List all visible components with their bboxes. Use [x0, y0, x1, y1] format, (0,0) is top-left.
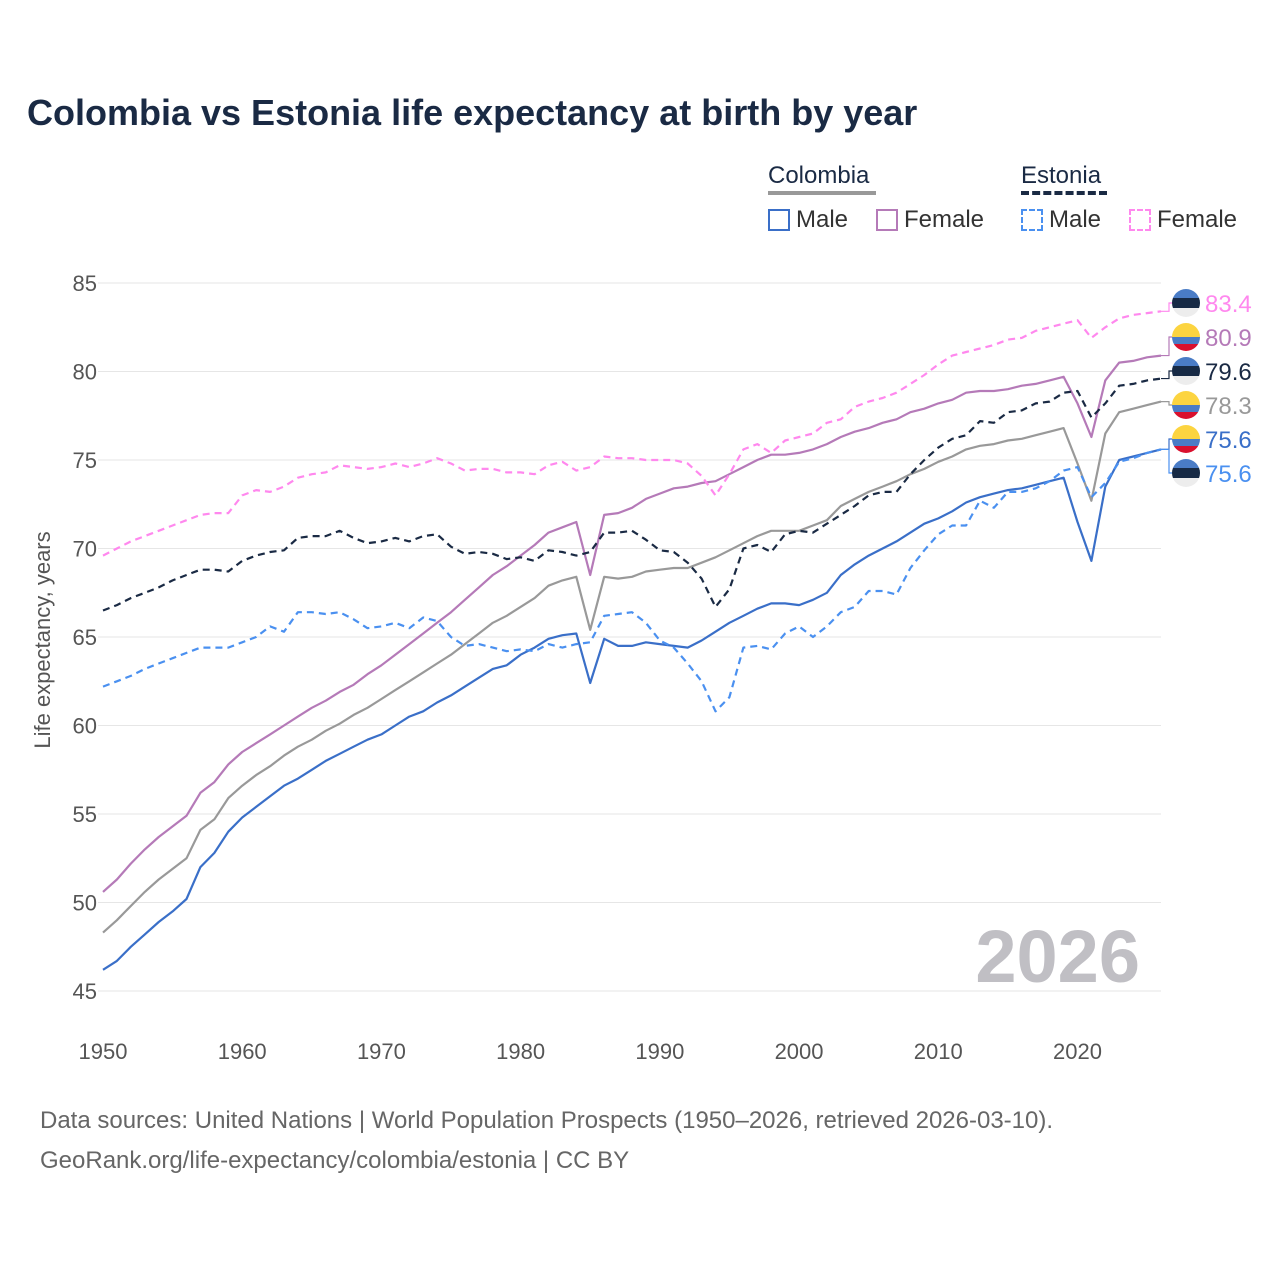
estonia-flag-icon [1172, 289, 1200, 317]
x-tick-label: 2020 [1053, 1039, 1102, 1064]
legend-group-line [1021, 191, 1107, 195]
y-tick-label: 65 [73, 625, 97, 650]
y-axis-label: Life expectancy, years [30, 531, 55, 748]
legend-swatch [1129, 209, 1151, 231]
x-tick-label: 2000 [775, 1039, 824, 1064]
legend-group-label: Colombia [768, 162, 870, 189]
x-tick-label: 1990 [635, 1039, 684, 1064]
legend-label: Male [1049, 206, 1102, 233]
y-tick-label: 85 [73, 271, 97, 296]
legend-group-label: Estonia [1021, 162, 1102, 189]
end-value-label: 80.9 [1205, 325, 1252, 352]
y-tick-label: 70 [73, 537, 97, 562]
y-tick-label: 80 [73, 360, 97, 385]
legend-group-estonia: Estonia [1021, 162, 1107, 195]
series-line-estonia-female [102, 310, 1162, 557]
estonia-flag-icon [1172, 357, 1200, 385]
x-tick-label: 1960 [218, 1039, 267, 1064]
year-watermark: 2026 [975, 915, 1140, 998]
x-tick-label: 1950 [79, 1039, 128, 1064]
legend-swatch [1021, 209, 1043, 231]
legend-group-line [768, 191, 876, 195]
legend-label: Female [904, 206, 985, 233]
legend-label: Female [1157, 206, 1238, 233]
x-tick-label: 1980 [496, 1039, 545, 1064]
end-value-label: 75.6 [1205, 461, 1252, 488]
legend-item-colombia-male[interactable]: Male [768, 206, 848, 234]
legend-group-colombia: Colombia [768, 162, 876, 195]
colombia-flag-icon [1172, 425, 1200, 453]
end-value-label: 83.4 [1205, 291, 1252, 318]
estonia-flag-icon [1172, 459, 1200, 487]
legend-item-colombia-female[interactable]: Female [876, 206, 984, 234]
y-tick-label: 50 [73, 891, 97, 916]
colombia-flag-icon [1172, 323, 1200, 351]
y-tick-label: 55 [73, 802, 97, 827]
legend-swatch [768, 209, 790, 231]
series-line-colombia-male [102, 448, 1162, 971]
legend-label: Male [796, 206, 849, 233]
end-value-label: 75.6 [1205, 427, 1252, 454]
end-value-label: 79.6 [1205, 359, 1252, 386]
x-tick-label: 2010 [914, 1039, 963, 1064]
x-tick-label: 1970 [357, 1039, 406, 1064]
legend-swatch [876, 209, 898, 231]
legend-item-estonia-female[interactable]: Female [1129, 206, 1237, 234]
y-tick-label: 45 [73, 979, 97, 1004]
y-tick-label: 75 [73, 448, 97, 473]
footer-sources: Data sources: United Nations | World Pop… [40, 1107, 1054, 1134]
footer-link[interactable]: GeoRank.org/life-expectancy/colombia/est… [40, 1147, 630, 1174]
chart-title: Colombia vs Estonia life expectancy at b… [27, 92, 918, 133]
series-line-estonia-male [102, 448, 1162, 713]
series-line-colombia-female [102, 354, 1162, 893]
legend-item-estonia-male[interactable]: Male [1021, 206, 1101, 234]
colombia-flag-icon [1172, 391, 1200, 419]
y-tick-label: 60 [73, 714, 97, 739]
end-value-label: 78.3 [1205, 393, 1252, 420]
series-line-colombia [102, 400, 1162, 934]
